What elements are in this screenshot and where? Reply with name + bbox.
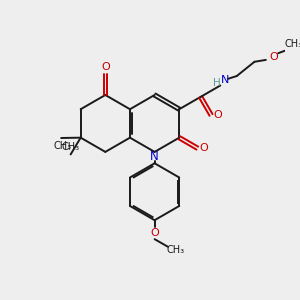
- Text: CH₃: CH₃: [61, 142, 80, 152]
- Text: H: H: [213, 78, 220, 88]
- Text: N: N: [221, 75, 229, 85]
- Text: CH₃: CH₃: [284, 39, 300, 49]
- Text: O: O: [200, 143, 208, 153]
- Text: CH₃: CH₃: [167, 244, 184, 255]
- Text: O: O: [101, 62, 110, 73]
- Text: CH₃: CH₃: [54, 141, 72, 151]
- Text: O: O: [269, 52, 278, 62]
- Text: N: N: [150, 150, 159, 163]
- Text: O: O: [213, 110, 222, 120]
- Text: O: O: [150, 229, 159, 238]
